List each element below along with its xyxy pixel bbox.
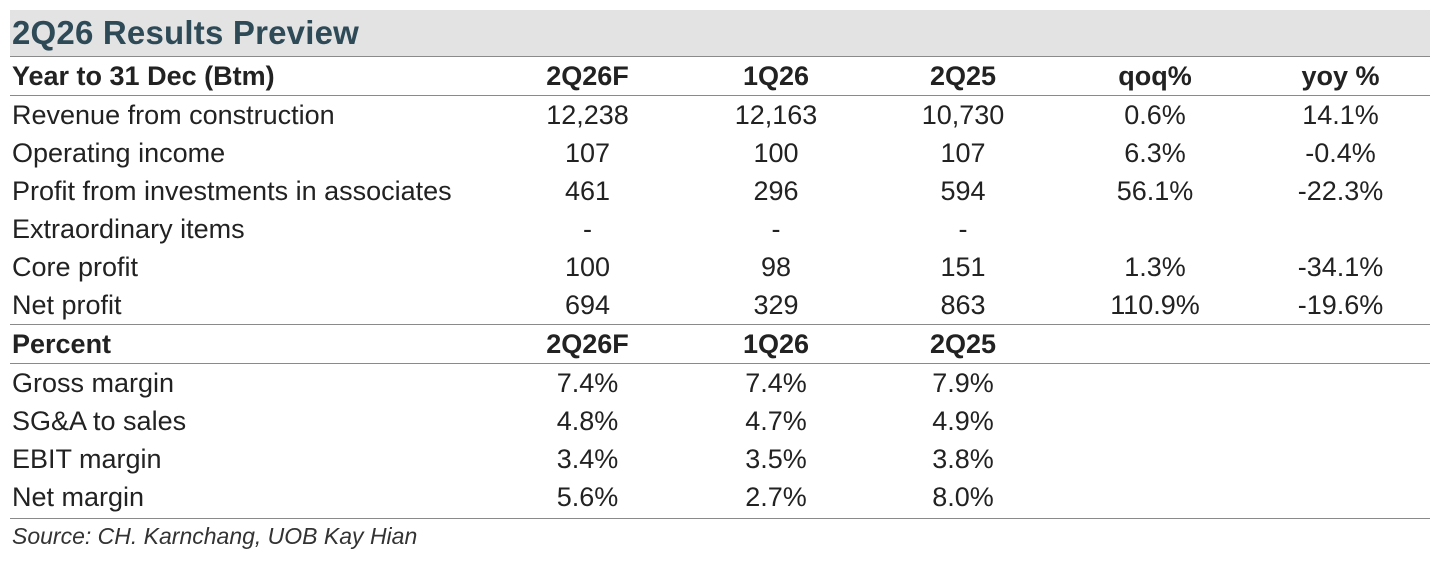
source-note: Source: CH. Karnchang, UOB Kay Hian	[10, 518, 1430, 553]
cell-label: Gross margin	[12, 367, 175, 398]
table-row: SG&A to sales 4.8% 4.7% 4.9%	[10, 402, 1430, 440]
header-col-yoy	[1251, 324, 1430, 364]
results-table: Year to 31 Dec (Btm) 2Q26F 1Q26 2Q25 qoq% yoy…	[10, 57, 1430, 516]
table-row: Profit from investments in associates 461…	[10, 172, 1430, 210]
cell-col-2q26f: 12,238	[546, 99, 629, 130]
cell-col-1q26: 296	[753, 175, 799, 206]
cell-col-2q25: 151	[940, 251, 986, 282]
header-col-yoy: yoy %	[1251, 57, 1430, 96]
cell-col-yoy	[1251, 402, 1430, 440]
cell-col-2q26f: 5.6%	[556, 481, 619, 512]
header-col-qoq: qoq%	[1059, 57, 1251, 96]
table-row: Net profit 694 329 863 110.9% -19.6%	[10, 286, 1430, 325]
cell-col-2q25: 594	[940, 175, 986, 206]
results-table-body: Year to 31 Dec (Btm) 2Q26F 1Q26 2Q25 qoq% yoy…	[10, 57, 1430, 516]
table-row: Net margin 5.6% 2.7% 8.0%	[10, 478, 1430, 516]
cell-col-yoy	[1251, 210, 1430, 248]
header-label: Year to 31 Dec (Btm)	[10, 57, 490, 96]
cell-col-qoq: 6.3%	[1124, 137, 1186, 168]
cell-col-qoq	[1059, 364, 1251, 403]
results-preview-table-panel: 2Q26 Results Preview Year to 31 Dec (Btm…	[10, 10, 1430, 553]
cell-col-2q25: 8.0%	[932, 481, 994, 512]
cell-col-yoy	[1251, 440, 1430, 478]
cell-col-yoy	[1251, 478, 1430, 516]
cell-col-1q26: 12,163	[734, 99, 818, 130]
cell-col-2q25: 107	[940, 137, 986, 168]
title-bar: 2Q26 Results Preview	[10, 10, 1430, 57]
cell-label: Net profit	[10, 286, 490, 325]
cell-label: EBIT margin	[12, 443, 162, 474]
cell-col-2q26f: 4.8%	[556, 405, 619, 436]
cell-col-1q26: 329	[685, 286, 867, 325]
cell-col-2q26f: 7.4%	[556, 367, 619, 398]
cell-col-yoy: -22.3%	[1297, 175, 1384, 206]
cell-col-1q26: 2.7%	[745, 481, 807, 512]
table-title: 2Q26 Results Preview	[12, 14, 360, 51]
table-row: EBIT margin 3.4% 3.5% 3.8%	[10, 440, 1430, 478]
cell-col-yoy: -34.1%	[1297, 251, 1384, 282]
cell-label: SG&A to sales	[12, 405, 187, 436]
table-row: Extraordinary items - - -	[10, 210, 1430, 248]
cell-col-1q26: 3.5%	[745, 443, 807, 474]
cell-label: Extraordinary items	[12, 213, 245, 244]
header-col-qoq	[1059, 324, 1251, 364]
cell-col-1q26: 100	[753, 137, 799, 168]
section1-header-row: Year to 31 Dec (Btm) 2Q26F 1Q26 2Q25 qoq% yoy…	[10, 57, 1430, 96]
cell-col-yoy	[1251, 364, 1430, 403]
cell-col-yoy: 14.1%	[1302, 99, 1379, 130]
cell-col-2q26f: 3.4%	[556, 443, 619, 474]
table-row: Gross margin 7.4% 7.4% 7.9%	[10, 364, 1430, 403]
cell-col-2q25: -	[958, 213, 968, 244]
cell-col-2q25: 7.9%	[932, 367, 994, 398]
cell-col-qoq	[1059, 210, 1251, 248]
cell-col-2q25: 3.8%	[932, 443, 994, 474]
cell-col-1q26: 98	[760, 251, 792, 282]
cell-label: Net margin	[12, 481, 145, 512]
cell-col-2q26f: 100	[564, 251, 611, 282]
header-label: Percent	[10, 324, 490, 364]
cell-col-2q26f: -	[583, 213, 592, 244]
cell-col-1q26: -	[771, 213, 781, 244]
cell-label: Revenue from construction	[12, 99, 335, 130]
cell-col-2q26f: 694	[490, 286, 685, 325]
cell-col-qoq: 110.9%	[1059, 286, 1251, 325]
cell-col-2q25: 4.9%	[932, 405, 994, 436]
cell-label: Profit from investments in associates	[12, 175, 452, 206]
cell-col-qoq	[1059, 440, 1251, 478]
table-row: Operating income 107 100 107 6.3% -0.4%	[10, 134, 1430, 172]
cell-col-2q26f: 461	[564, 175, 611, 206]
cell-col-qoq: 56.1%	[1116, 175, 1194, 206]
cell-col-qoq	[1059, 478, 1251, 516]
header-col-2q26f: 2Q26F	[490, 324, 685, 364]
cell-col-2q25: 10,730	[921, 99, 1005, 130]
section2-header-row: Percent 2Q26F 1Q26 2Q25	[10, 324, 1430, 364]
table-row: Core profit 100 98 151 1.3% -34.1%	[10, 248, 1430, 286]
cell-label: Operating income	[12, 137, 226, 168]
cell-col-1q26: 7.4%	[745, 367, 807, 398]
header-col-2q25: 2Q25	[867, 324, 1059, 364]
cell-col-qoq: 0.6%	[1124, 99, 1186, 130]
header-col-2q26f: 2Q26F	[490, 57, 685, 96]
cell-col-qoq: 1.3%	[1124, 251, 1186, 282]
cell-label: Core profit	[12, 251, 139, 282]
header-col-1q26: 1Q26	[685, 57, 867, 96]
cell-col-qoq	[1059, 402, 1251, 440]
cell-col-yoy: -19.6%	[1251, 286, 1430, 325]
cell-col-2q25: 863	[867, 286, 1059, 325]
cell-col-1q26: 4.7%	[745, 405, 807, 436]
header-col-1q26: 1Q26	[685, 324, 867, 364]
header-col-2q25: 2Q25	[867, 57, 1059, 96]
cell-col-2q26f: 107	[564, 137, 611, 168]
table-row: Revenue from construction 12,238 12,163 10,…	[10, 96, 1430, 135]
cell-col-yoy: -0.4%	[1305, 137, 1376, 168]
